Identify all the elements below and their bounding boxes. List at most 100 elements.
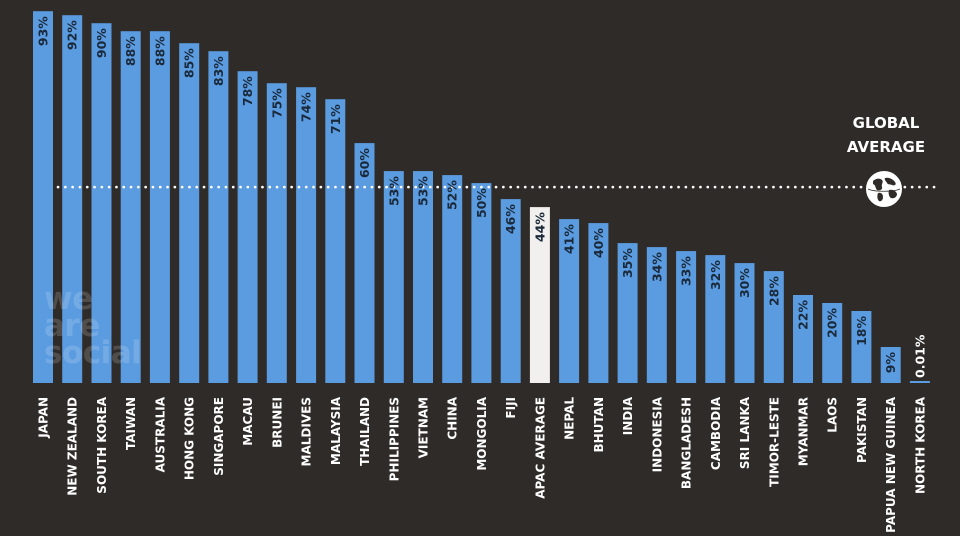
category-label: TAIWAN	[124, 397, 138, 450]
value-label: 60%	[357, 148, 372, 178]
globe-icon	[865, 170, 903, 208]
watermark-line: are	[44, 308, 100, 344]
value-label: 28%	[766, 276, 781, 306]
value-label: 53%	[416, 176, 431, 206]
bar-malaysia	[325, 99, 346, 383]
category-label: SINGAPORE	[212, 397, 226, 476]
value-label: 46%	[503, 204, 518, 234]
category-label: LAOS	[826, 397, 840, 433]
bar-pakistan	[851, 311, 872, 383]
global-average-label-line: AVERAGE	[846, 138, 926, 156]
bar-philippines	[383, 171, 404, 383]
bar-new-zealand	[62, 15, 83, 383]
value-label: 50%	[474, 188, 489, 218]
value-label: 78%	[240, 76, 255, 106]
value-label: 52%	[445, 180, 460, 210]
watermark-line: we	[44, 281, 93, 317]
bar-laos	[822, 303, 843, 383]
bar-sri-lanka	[734, 263, 755, 383]
value-label: 35%	[620, 248, 635, 278]
category-label: SOUTH KOREA	[95, 396, 109, 493]
value-label: 22%	[796, 300, 811, 330]
category-label: NORTH KOREA	[913, 396, 927, 494]
value-label: 41%	[562, 224, 577, 254]
category-label: PAKISTAN	[855, 397, 869, 463]
value-label: 88%	[123, 36, 138, 66]
bar-hong-kong	[179, 43, 200, 383]
category-label: BANGLADESH	[680, 397, 694, 489]
bar-indonesia	[646, 247, 667, 383]
category-label: PHILIPPINES	[387, 397, 401, 481]
bar-vietnam	[413, 171, 433, 383]
bar-thailand	[354, 143, 375, 383]
category-label: SRI LANKA	[738, 396, 752, 469]
category-label: VIETNAM	[417, 397, 431, 458]
bar-apac-average	[529, 207, 550, 383]
category-label: JAPAN	[37, 397, 51, 439]
category-label: THAILAND	[358, 397, 372, 466]
category-label: CAMBODIA	[709, 396, 723, 470]
bar-brunei	[266, 83, 287, 383]
bar-bhutan	[588, 223, 609, 383]
value-label: 93%	[36, 16, 51, 46]
value-label: 44%	[532, 212, 547, 242]
category-label: MALAYSIA	[329, 396, 343, 465]
value-label: 92%	[65, 20, 80, 50]
value-label: 18%	[854, 316, 869, 346]
bar-macau	[237, 71, 258, 383]
bar-south-korea	[91, 23, 112, 383]
category-label: PAPUA NEW GUINEA	[884, 396, 898, 533]
category-label: BRUNEI	[270, 397, 284, 448]
value-label: 33%	[679, 256, 694, 286]
bar-papua-new-guinea	[880, 347, 901, 383]
brand-watermark: we are social	[44, 281, 142, 371]
value-label: 9%	[883, 352, 898, 374]
bar-singapore	[208, 51, 229, 383]
category-label: BHUTAN	[592, 397, 606, 453]
bar-north-korea	[909, 381, 930, 383]
bar-maldives	[296, 87, 317, 383]
category-label: MYANMAR	[797, 397, 811, 466]
category-label: CHINA	[446, 396, 460, 439]
watermark-line: social	[44, 335, 142, 371]
value-label: 75%	[269, 88, 284, 118]
value-label: 74%	[299, 92, 314, 122]
bar-nepal	[559, 219, 580, 383]
category-label: TIMOR-LESTE	[767, 397, 781, 487]
bar-china	[442, 175, 463, 383]
value-label: 34%	[649, 252, 664, 282]
value-label: 0.01%	[912, 334, 927, 378]
value-label: 88%	[152, 36, 167, 66]
category-label: NEPAL	[563, 397, 577, 440]
category-label: APAC AVERAGE	[533, 397, 547, 499]
global-average-label: GLOBAL AVERAGE	[838, 111, 934, 159]
bar-mongolia	[471, 183, 492, 383]
value-label: 53%	[386, 176, 401, 206]
value-label: 71%	[328, 104, 343, 134]
category-label: MONGOLIA	[475, 396, 489, 470]
bar-india	[617, 243, 638, 383]
bar-fiji	[500, 199, 521, 383]
value-label: 20%	[825, 308, 840, 338]
bar-cambodia	[705, 255, 726, 383]
category-label: MACAU	[241, 397, 255, 446]
value-label: 40%	[591, 228, 606, 258]
category-label: FIJI	[504, 397, 518, 419]
bar-taiwan	[120, 31, 141, 383]
bar-bangladesh	[676, 251, 697, 383]
category-label: HONG KONG	[183, 397, 197, 480]
value-label: 83%	[211, 56, 226, 86]
category-label: MALDIVES	[300, 397, 314, 466]
value-label: 30%	[737, 268, 752, 298]
bar-australia	[149, 31, 170, 383]
category-label: AUSTRALIA	[153, 396, 167, 472]
bar-japan	[33, 11, 53, 383]
category-label: NEW ZEALAND	[66, 397, 80, 496]
bar-timor-leste	[763, 271, 784, 383]
category-label: INDIA	[621, 396, 635, 435]
value-label: 32%	[708, 260, 723, 290]
value-label: 85%	[182, 48, 197, 78]
bar-myanmar	[793, 295, 813, 383]
